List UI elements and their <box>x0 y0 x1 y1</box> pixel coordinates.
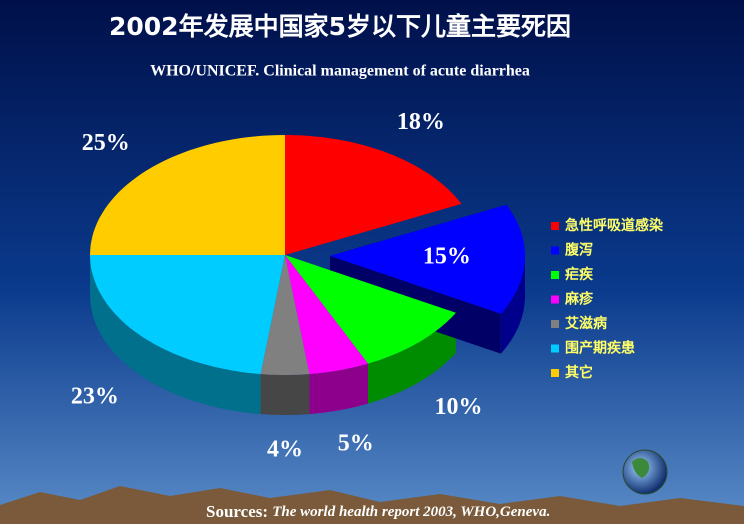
data-label: 23% <box>71 384 119 410</box>
legend-label: 其它 <box>565 364 593 381</box>
data-label: 5% <box>338 430 374 456</box>
pie-slice <box>260 255 310 375</box>
data-label: 10% <box>435 394 483 420</box>
pie-slice-side <box>500 255 525 354</box>
data-label: 25% <box>82 130 130 156</box>
pie-slice <box>285 255 368 375</box>
pie-slice <box>285 135 462 255</box>
globe-land <box>632 458 650 478</box>
legend-label: 腹泻 <box>565 242 593 259</box>
pie-slice-side <box>90 255 261 415</box>
pie-slice-side <box>309 363 368 415</box>
legend-swatch <box>551 320 559 328</box>
pie-slice-side <box>368 312 456 404</box>
pie-slice <box>90 255 285 375</box>
legend-label: 围产期疾患 <box>565 340 635 357</box>
legend-swatch <box>551 271 559 279</box>
mountains <box>0 486 744 524</box>
data-label: 18% <box>397 109 445 135</box>
pie-slice <box>285 255 456 364</box>
source-text: The world health report 2003, WHO,Geneva… <box>272 504 550 520</box>
legend-swatch <box>551 222 559 230</box>
chart-title: 2002年发展中国家5岁以下儿童主要死因 <box>109 12 571 41</box>
legend-swatch <box>551 246 559 255</box>
legend-swatch <box>551 369 559 377</box>
pie-slice-side <box>260 374 310 415</box>
legend-swatch <box>551 344 559 353</box>
source-label: Sources: <box>206 502 268 521</box>
data-label: 4% <box>267 437 303 463</box>
legend-label: 疟疾 <box>565 266 594 283</box>
legend-swatch <box>551 295 559 304</box>
legend-label: 急性呼吸道感染 <box>565 217 664 234</box>
source: Sources: The world health report 2003, W… <box>206 502 550 521</box>
pie-slice <box>330 204 525 314</box>
legend-label: 艾滋病 <box>565 315 607 332</box>
legend-label: 麻疹 <box>564 291 594 308</box>
data-label: 15% <box>423 244 471 270</box>
chart-subtitle: WHO/UNICEF. Clinical management of acute… <box>150 63 530 80</box>
pie-slice <box>90 135 285 255</box>
